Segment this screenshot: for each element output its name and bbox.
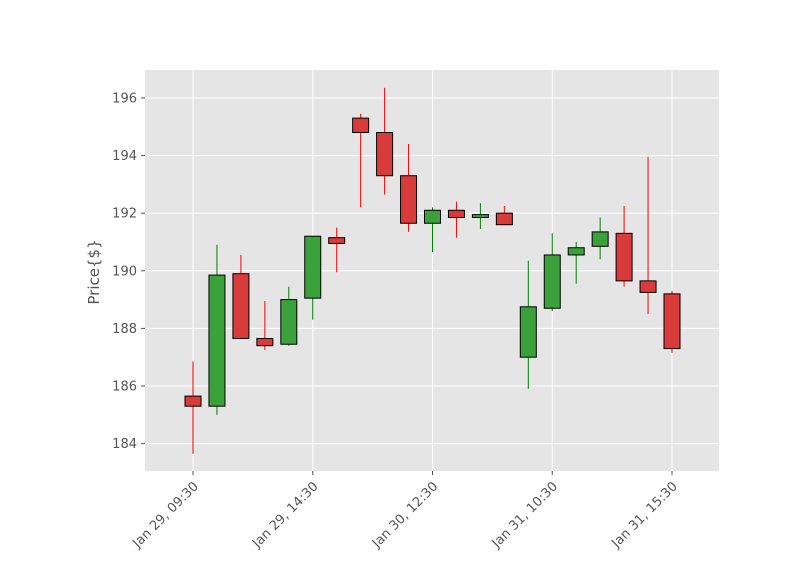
x-tick-label: Jan 31, 15:30 (608, 479, 680, 551)
y-axis-label: Price{$} (85, 239, 103, 304)
candle-body (639, 280, 657, 293)
x-tick-label: Jan 30, 12:30 (369, 479, 441, 551)
candle-body (376, 132, 394, 177)
y-tick-label: 194 (112, 149, 137, 164)
x-tick-label: Jan 29, 14:30 (249, 479, 321, 551)
candles (184, 87, 681, 454)
candle-body (328, 237, 346, 244)
candle-body (615, 232, 633, 282)
x-axis: Jan 29, 09:30 Jan 29, 14:30 Jan 30, 12:30 J… (129, 471, 681, 552)
candle-down (232, 254, 250, 339)
candle-body (495, 212, 513, 226)
candle-body (567, 247, 585, 256)
candle-up (424, 207, 441, 253)
candle-body (304, 235, 322, 299)
candle-body (208, 274, 226, 407)
candle-body (447, 209, 465, 218)
candle-down (639, 156, 657, 314)
candle-up (591, 217, 609, 260)
x-tick-label: Jan 31, 10:30 (489, 479, 561, 551)
candle-up (280, 286, 298, 346)
candle-body (471, 214, 489, 218)
candle-down (495, 205, 513, 226)
candle-up (543, 233, 561, 312)
candle-down (663, 290, 681, 353)
candle-up (567, 241, 585, 284)
candle-body (232, 273, 250, 339)
candle-down (400, 144, 418, 232)
y-tick-label: 192 (112, 207, 137, 222)
candle-body (543, 254, 561, 309)
candle-body (424, 209, 441, 224)
y-tick-label: 184 (112, 437, 137, 452)
x-tick-label: Jan 29, 09:30 (129, 479, 201, 551)
candle-body (400, 175, 418, 224)
candle-down (352, 113, 370, 208)
candle-body (352, 117, 370, 134)
candle-down (184, 361, 202, 454)
candle-body (663, 293, 681, 350)
candle-body (280, 299, 298, 345)
y-tick-label: 188 (112, 322, 137, 337)
candle-down (256, 301, 274, 351)
candle-down (376, 87, 394, 195)
candle-down (615, 205, 633, 287)
y-tick-label: 190 (112, 264, 137, 279)
y-axis: 184 186 188 190 192 194 196 (112, 91, 145, 452)
y-tick-label: 186 (112, 380, 137, 395)
candle-up (519, 260, 537, 389)
candle-down (447, 201, 465, 238)
candle-up (208, 244, 226, 415)
candle-up (471, 203, 489, 230)
candle-down (328, 227, 346, 273)
candle-body (519, 306, 537, 358)
candle-up (304, 235, 322, 320)
y-tick-label: 196 (112, 91, 137, 106)
candle-body (256, 337, 274, 347)
candle-body (184, 395, 202, 407)
candle-body (591, 231, 609, 247)
